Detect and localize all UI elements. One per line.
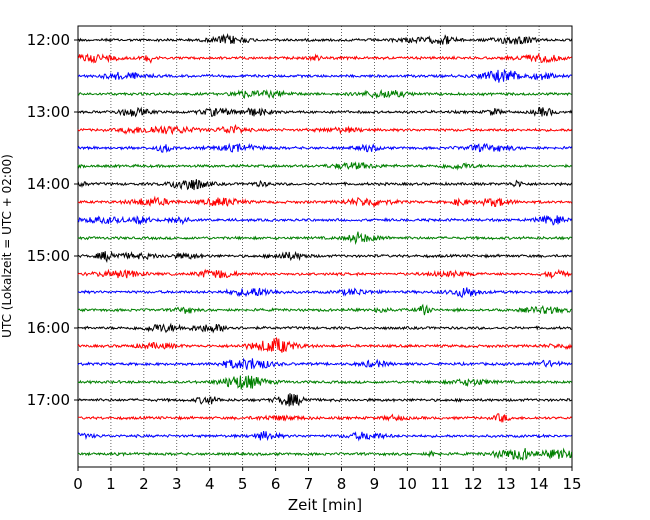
x-tick-label: 11 (431, 475, 450, 493)
trace-line (77, 33, 573, 46)
x-tick-label: 2 (139, 475, 149, 493)
x-tick-label: 4 (205, 475, 215, 493)
trace-line (77, 413, 572, 423)
y-axis-ticks: 12:00 13:00 14:00 15:00 16:00 17:00 (27, 31, 78, 409)
trace-line (77, 337, 573, 353)
x-axis-label: Zeit [min] (288, 496, 362, 514)
x-tick-label: 0 (73, 475, 83, 493)
trace-line (77, 52, 572, 64)
x-tick-label: 9 (370, 475, 380, 493)
x-tick-label: 10 (398, 475, 417, 493)
x-tick-label: 5 (238, 475, 248, 493)
y-axis-label: UTC (Lokalzeit = UTC + 02:00) (0, 154, 14, 338)
traces (77, 33, 573, 461)
x-tick-label: 8 (337, 475, 347, 493)
y-tick-label: 13:00 (27, 103, 70, 121)
x-tick-label: 12 (464, 475, 483, 493)
trace-line (77, 123, 573, 136)
trace-line (77, 88, 572, 100)
trace-line (77, 287, 573, 299)
x-tick-label: 13 (497, 475, 516, 493)
trace-line (77, 231, 572, 245)
trace-line (77, 393, 572, 407)
trace-line (77, 303, 572, 316)
plot-frame (77, 25, 573, 468)
x-tick-label: 15 (562, 475, 581, 493)
trace-line (77, 68, 572, 83)
y-tick-label: 17:00 (27, 391, 70, 409)
x-tick-label: 6 (271, 475, 281, 493)
trace-line (77, 250, 572, 264)
x-tick-label: 3 (172, 475, 182, 493)
trace-line (77, 375, 572, 390)
trace-line (77, 161, 572, 171)
trace-line (77, 214, 573, 226)
trace-line (77, 357, 572, 370)
trace-line (77, 322, 572, 334)
x-axis-ticks: 0 1 2 3 4 5 6 7 8 9 10 11 12 13 14 15 (73, 467, 582, 493)
y-tick-label: 16:00 (27, 319, 70, 337)
x-tick-label: 14 (530, 475, 549, 493)
y-tick-label: 14:00 (27, 175, 70, 193)
trace-line (77, 447, 573, 461)
trace-line (77, 179, 573, 191)
trace-line (77, 195, 573, 209)
y-tick-label: 15:00 (27, 247, 70, 265)
trace-line (77, 268, 572, 280)
trace-line (77, 431, 572, 442)
x-tick-label: 1 (106, 475, 116, 493)
trace-line (77, 142, 573, 153)
x-tick-label: 7 (304, 475, 314, 493)
y-tick-label: 12:00 (27, 31, 70, 49)
trace-line (77, 106, 573, 118)
